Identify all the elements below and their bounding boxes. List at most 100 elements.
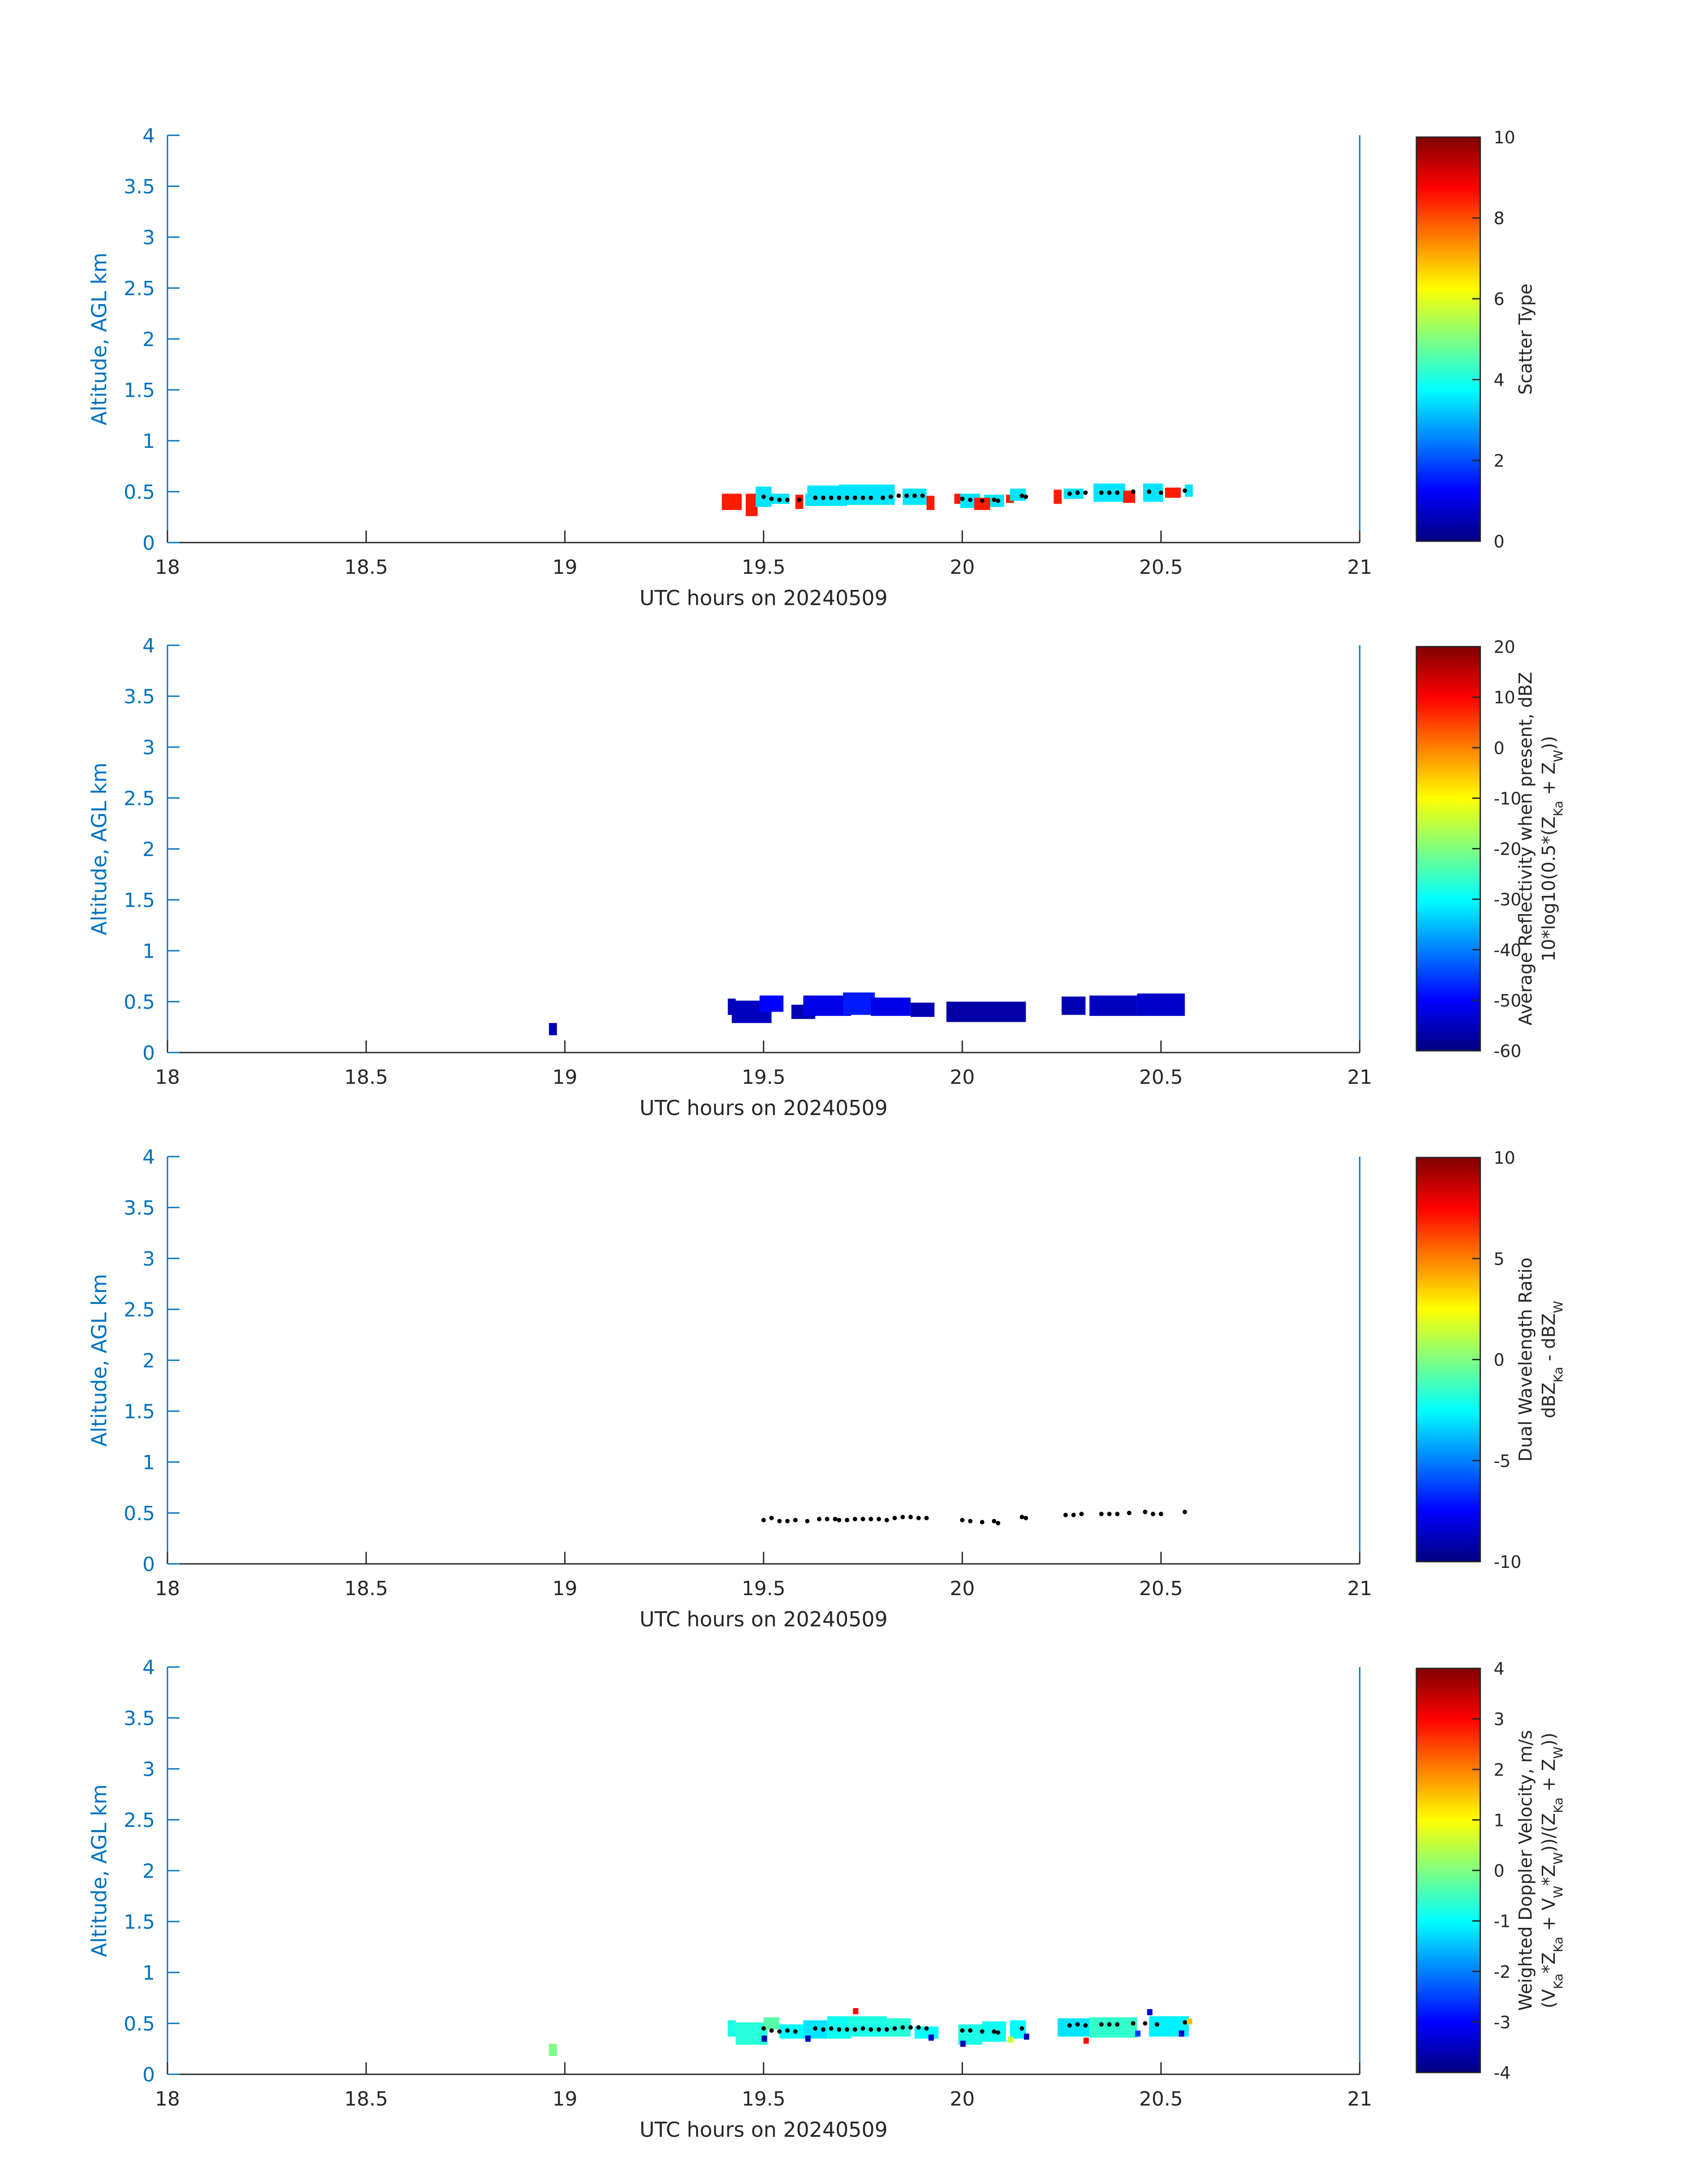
cloud-base-marker — [892, 1516, 897, 1521]
cloud-base-marker — [881, 495, 885, 500]
x-tick-label: 19 — [552, 1066, 577, 1089]
x-tick-label: 20 — [950, 556, 975, 579]
colorbar-title-line-2-piece: )) — [1539, 736, 1559, 750]
cloud-base-marker — [761, 2026, 766, 2031]
data-cell — [1063, 489, 1084, 499]
cloud-base-marker — [996, 498, 1001, 503]
cloud-base-marker — [996, 1521, 1001, 1525]
cloud-base-marker — [821, 2027, 826, 2032]
cloud-base-marker — [1151, 1512, 1156, 1517]
colorbar-title: Dual Wavelength Ratio dBZKa - dBZW — [1516, 1258, 1566, 1462]
data-cell — [805, 2035, 811, 2042]
colorbar-tick-label: 10 — [1494, 1148, 1515, 1168]
colorbar-title-line-2-piece: ))/(Z — [1539, 1813, 1559, 1852]
colorbar-title-line-1: Average Reflectivity when present, dBZ — [1516, 672, 1536, 1025]
colorbar-title: Weighted Doppler Velocity, m/s (VKa*ZKa +… — [1516, 1730, 1566, 2011]
x-tick-label: 19 — [552, 556, 577, 579]
cloud-base-marker — [1019, 2026, 1024, 2031]
y-tick-label: 2 — [142, 1860, 155, 1883]
cloud-base-marker — [968, 1519, 973, 1524]
y-tick-label: 2 — [142, 1350, 155, 1372]
cloud-base-marker — [860, 1517, 865, 1521]
colorbar — [1416, 646, 1481, 1052]
colorbar-title-line-2-piece: + V — [1539, 1898, 1559, 1937]
cloud-base-marker — [829, 2026, 834, 2031]
cloud-base-marker — [1067, 491, 1072, 496]
x-axis-title: UTC hours on 20240509 — [639, 1096, 888, 1120]
cloud-base-marker — [793, 2029, 798, 2034]
data-cell — [853, 2008, 859, 2014]
cloud-base-marker — [785, 497, 790, 502]
x-tick-label: 18 — [155, 1066, 180, 1089]
x-tick-label: 20.5 — [1139, 2088, 1183, 2110]
data-cell — [549, 2043, 557, 2056]
cloud-base-marker — [869, 495, 873, 500]
x-tick-label: 18 — [155, 1577, 180, 1600]
x-tick-label: 20.5 — [1139, 1577, 1183, 1600]
data-cell — [910, 1003, 935, 1017]
cloud-base-marker — [777, 1519, 782, 1524]
x-axis-title: UTC hours on 20240509 — [639, 586, 888, 610]
data-cell — [1057, 2018, 1090, 2037]
cloud-base-marker — [1099, 490, 1104, 495]
colorbar-title-line-2-piece: + Z — [1539, 1759, 1559, 1797]
cloud-base-marker — [884, 2027, 889, 2032]
cloud-base-marker — [1107, 2022, 1112, 2027]
colorbar-title-line-2-piece: Ka — [1551, 1797, 1566, 1813]
data-cell — [1089, 995, 1137, 1016]
x-tick-label: 21 — [1347, 1066, 1372, 1089]
data-cell — [1083, 2037, 1089, 2044]
cloud-base-marker — [996, 2030, 1001, 2035]
cloud-base-marker — [1155, 2022, 1160, 2027]
y-tick-label: 1 — [142, 1962, 155, 1985]
cloud-base-marker — [960, 1517, 965, 1522]
data-cell — [928, 2035, 934, 2041]
data-cell — [1185, 485, 1193, 497]
data-cell — [946, 1002, 1026, 1022]
data-cell — [761, 2035, 767, 2042]
colorbar-title-line-2-piece: Ka — [1551, 801, 1566, 816]
y-axis-title: Altitude, AGL km — [87, 1274, 111, 1446]
colorbar-title-line-2-piece: W — [1551, 750, 1566, 762]
colorbar-tick-label: 5 — [1494, 1249, 1504, 1269]
cloud-base-marker — [1182, 488, 1187, 493]
cloud-base-marker — [793, 1517, 798, 1522]
cloud-base-marker — [1127, 1511, 1132, 1515]
cloud-base-marker — [1083, 490, 1088, 495]
colorbar-tick-label: -30 — [1494, 890, 1521, 910]
colorbar-title: Scatter Type — [1516, 284, 1536, 395]
y-axis-title: Altitude, AGL km — [87, 762, 111, 935]
data-cell — [886, 2018, 911, 2037]
data-cell — [1089, 2017, 1137, 2038]
cloud-base-marker — [968, 2028, 973, 2033]
colorbar-tick-label: 4 — [1494, 370, 1504, 390]
panel-4: 18 18.5 19 19.5 20 20.5 2100.511.522.533.54UTC… — [87, 1656, 1566, 2142]
cloud-base-marker — [869, 2027, 873, 2032]
x-tick-label: 19 — [552, 2088, 577, 2110]
y-axis-title: Altitude, AGL km — [87, 1784, 111, 1957]
cloud-base-marker — [1079, 1512, 1084, 1517]
colorbar-title-line-1: Dual Wavelength Ratio — [1516, 1258, 1536, 1462]
data-cell — [1008, 2036, 1014, 2043]
cloud-base-marker — [1131, 489, 1136, 494]
colorbar-tick-label: 0 — [1494, 1861, 1504, 1881]
y-tick-label: 2.5 — [124, 1299, 155, 1321]
cloud-base-marker — [852, 495, 857, 500]
x-axis-title: UTC hours on 20240509 — [639, 1607, 888, 1631]
cloud-base-marker — [1182, 2020, 1187, 2025]
x-tick-label: 18.5 — [344, 2088, 388, 2110]
colorbar-tick-label: -5 — [1494, 1451, 1511, 1471]
y-tick-label: 0 — [142, 1553, 155, 1576]
y-tick-label: 0.5 — [124, 1502, 155, 1525]
cloud-base-marker — [852, 1517, 857, 1521]
data-cell — [549, 1023, 557, 1036]
x-tick-label: 19 — [552, 1577, 577, 1600]
colorbar-title-line-2-piece: *Z — [1539, 1864, 1559, 1885]
y-tick-label: 0.5 — [124, 991, 155, 1014]
cloud-base-marker — [769, 496, 774, 501]
data-cell — [839, 485, 895, 505]
x-tick-label: 21 — [1347, 1577, 1372, 1600]
colorbar-title: Average Reflectivity when present, dBZ 10… — [1516, 672, 1566, 1025]
cloud-base-marker — [960, 2028, 965, 2033]
